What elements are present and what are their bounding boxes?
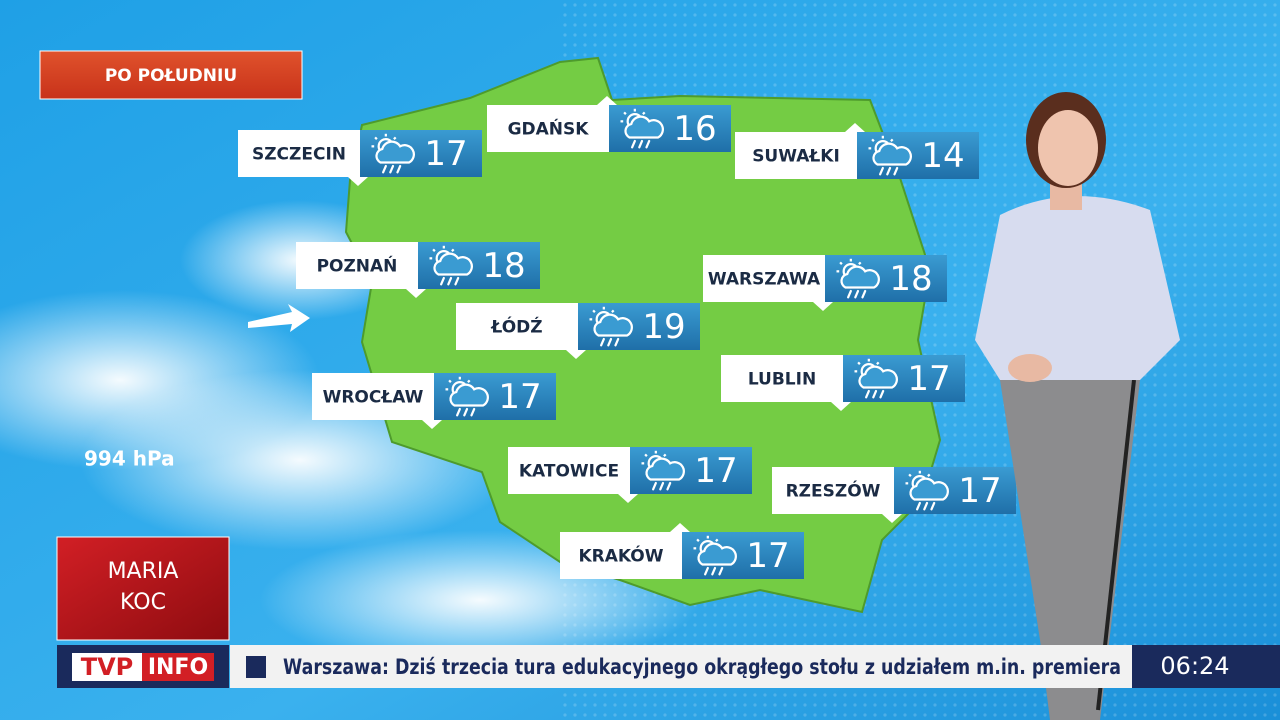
temperature: 17 (746, 536, 789, 576)
label-pointer (406, 289, 426, 298)
city-name-box (721, 355, 843, 402)
temperature: 16 (673, 109, 716, 149)
temperature: 17 (694, 451, 737, 491)
city-name: ŁÓDŹ (490, 316, 542, 338)
city-label: ŁÓDŹ 19 (456, 303, 700, 359)
label-pointer (597, 96, 617, 105)
temperature: 19 (642, 307, 685, 347)
city-name: LUBLIN (748, 370, 816, 390)
city-name-box (456, 303, 578, 350)
city-name: GDAŃSK (508, 118, 590, 140)
label-pointer (348, 177, 368, 186)
ticker-bar (230, 645, 1132, 688)
label-pointer (670, 523, 690, 532)
city-label: WROCŁAW 17 (312, 373, 556, 429)
header-box (39, 50, 303, 100)
label-pointer (618, 494, 638, 503)
presenter-last-name: KOC (120, 590, 166, 615)
logo-tvp: TVP (81, 653, 134, 681)
name-box (56, 536, 230, 641)
clock-time: 06:24 (1160, 652, 1229, 680)
pressure-label: 994 hPa (84, 447, 175, 471)
temperature: 17 (907, 359, 950, 399)
label-pointer (845, 123, 865, 132)
city-name-box (703, 255, 825, 302)
temperature: 18 (482, 246, 525, 286)
city-label: GDAŃSK 16 (487, 96, 731, 152)
city-label: LUBLIN 17 (721, 355, 965, 411)
city-name-box (238, 130, 360, 177)
city-label: KATOWICE 17 (508, 447, 752, 503)
ticker-text: Warszawa: Dziś trzecia tura edukacyjnego… (283, 655, 1121, 679)
city-label: KRAKÓW 17 (560, 523, 804, 579)
logo-tvp-bg (72, 653, 142, 681)
temperature: 18 (889, 259, 932, 299)
city-name: KATOWICE (519, 462, 619, 482)
presenter (975, 92, 1180, 720)
city-name: WARSZAWA (708, 270, 821, 290)
city-name: KRAKÓW (578, 545, 663, 567)
logo-info-bg (142, 653, 214, 681)
temperature: 17 (498, 377, 541, 417)
city-name-box (560, 532, 682, 579)
city-name: RZESZÓW (786, 480, 881, 502)
logo-info: INFO (148, 655, 208, 680)
temperature: 14 (921, 136, 964, 176)
ticker-bullet (246, 656, 266, 678)
presenter-first-name: MARIA (108, 559, 179, 584)
wind-arrow (248, 304, 310, 332)
city-name-box (487, 105, 609, 152)
label-pointer (566, 350, 586, 359)
city-label: SUWAŁKI 14 (735, 123, 979, 179)
city-name: SZCZECIN (252, 145, 346, 165)
label-pointer (813, 302, 833, 311)
label-pointer (422, 420, 442, 429)
city-name-box (508, 447, 630, 494)
label-pointer (882, 514, 902, 523)
temperature: 17 (958, 471, 1001, 511)
city-name-box (312, 373, 434, 420)
city-name: SUWAŁKI (752, 147, 840, 167)
city-name: POZNAŃ (317, 255, 398, 277)
city-name-box (772, 467, 894, 514)
temperature: 17 (424, 134, 467, 174)
city-name-box (735, 132, 857, 179)
city-name: WROCŁAW (323, 388, 424, 408)
city-label: RZESZÓW 17 (772, 467, 1016, 523)
city-name-box (296, 242, 418, 289)
city-label: POZNAŃ 18 (296, 242, 540, 298)
city-label: SZCZECIN 17 (238, 130, 482, 186)
label-pointer (831, 402, 851, 411)
city-label: WARSZAWA 18 (703, 255, 947, 311)
clock-box (1132, 645, 1280, 688)
header-label: PO POŁUDNIU (105, 66, 237, 86)
